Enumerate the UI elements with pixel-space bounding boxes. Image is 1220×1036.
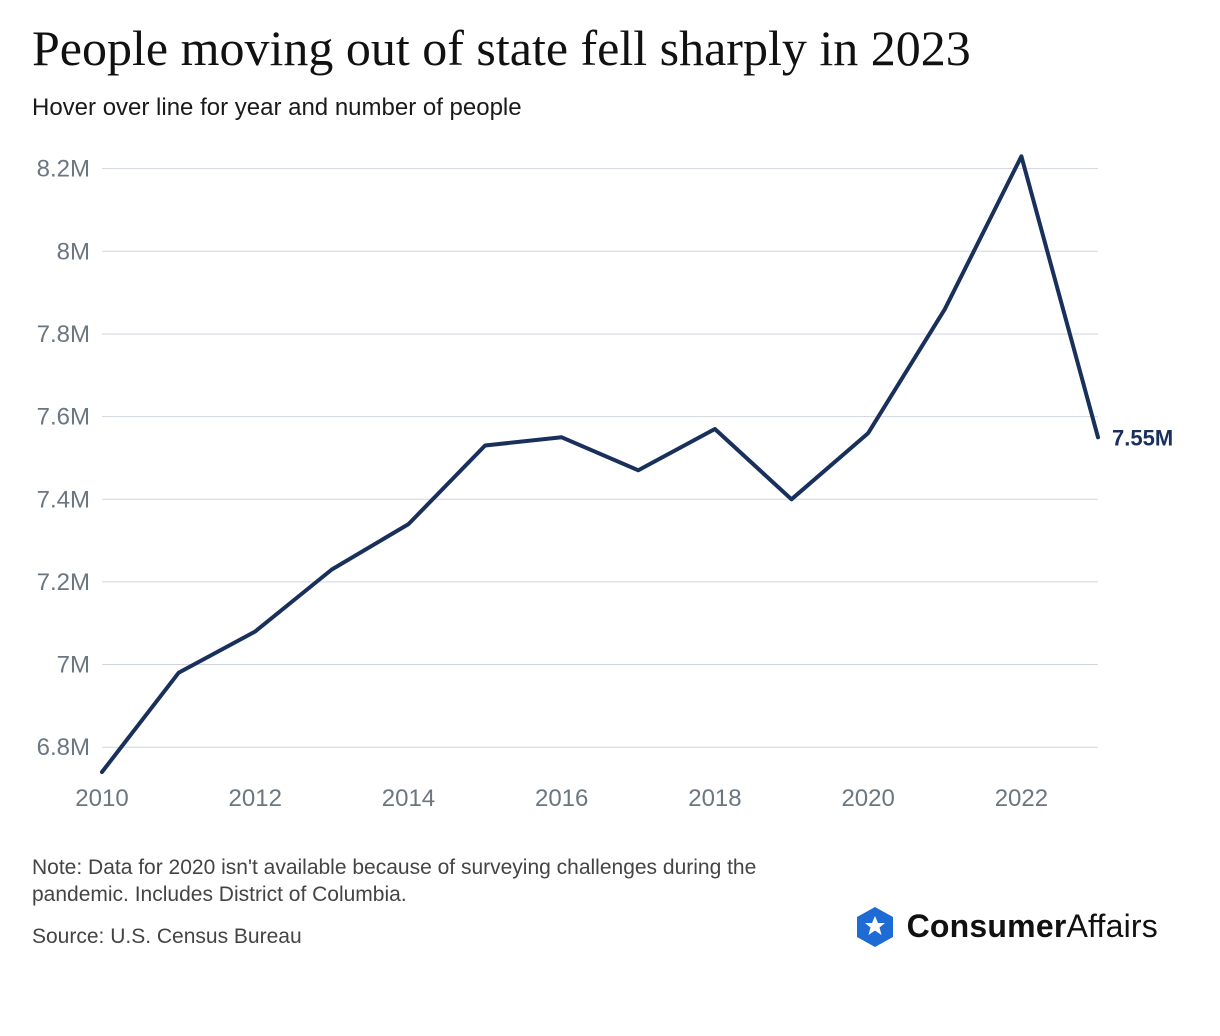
x-tick-label: 2014 <box>382 785 435 812</box>
chart-svg: 6.8M 7M 7.2M 7.4M 7.6M 7.8M 8M 8.2M 2010 2012 2014… <box>32 140 1188 820</box>
y-tick-label: 7M <box>57 652 90 679</box>
brand-logo: ConsumerAffairs <box>853 905 1158 949</box>
x-tick-label: 2016 <box>535 785 588 812</box>
end-label: 7.55M <box>1112 425 1173 450</box>
x-tick-label: 2010 <box>75 785 128 812</box>
line-chart[interactable]: 6.8M 7M 7.2M 7.4M 7.6M 7.8M 8M 8.2M 2010 2012 2014… <box>32 140 1188 820</box>
y-tick-label: 7.4M <box>37 486 90 513</box>
data-line[interactable] <box>102 156 1098 772</box>
chart-subtitle: Hover over line for year and number of p… <box>32 94 1188 122</box>
y-tick-label: 7.6M <box>37 404 90 431</box>
y-tick-label: 6.8M <box>37 734 90 761</box>
brand-name-light: Affairs <box>1066 908 1158 944</box>
chart-note: Note: Data for 2020 isn't available beca… <box>32 854 762 909</box>
x-tick-label: 2012 <box>229 785 282 812</box>
y-tick-label: 7.2M <box>37 569 90 596</box>
chart-title: People moving out of state fell sharply … <box>32 20 1032 76</box>
x-tick-label: 2020 <box>841 785 894 812</box>
brand-hex-icon <box>853 905 897 949</box>
x-tick-label: 2018 <box>688 785 741 812</box>
y-tick-label: 8.2M <box>37 156 90 183</box>
y-tick-label: 7.8M <box>37 321 90 348</box>
x-tick-label: 2022 <box>995 785 1048 812</box>
brand-name-bold: Consumer <box>907 908 1067 944</box>
y-tick-label: 8M <box>57 238 90 265</box>
brand-name: ConsumerAffairs <box>907 908 1158 945</box>
